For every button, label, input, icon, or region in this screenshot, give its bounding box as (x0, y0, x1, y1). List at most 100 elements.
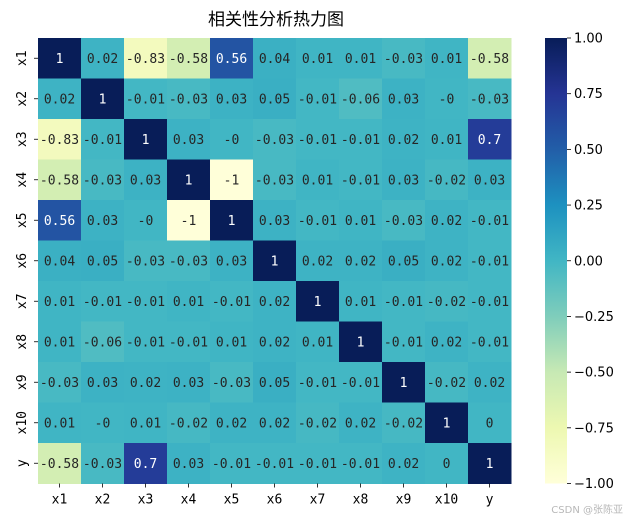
cell-value-label: 0.02 (345, 254, 376, 269)
cell-value-label: -0.01 (212, 457, 251, 472)
y-tick-label: x10 (15, 411, 30, 434)
heatmap-cell (167, 78, 211, 120)
y-tick-label: y (15, 459, 30, 467)
cell-value-label: 0.03 (173, 376, 204, 391)
cell-value-label: 0.04 (259, 52, 290, 67)
heatmap-cell (167, 38, 211, 79)
cell-value-label: -0.58 (470, 52, 509, 67)
cell-value-label: 1 (400, 376, 408, 391)
heatmap-cell (167, 402, 211, 444)
heatmap-cell (124, 281, 168, 322)
heatmap-cell (382, 443, 426, 484)
cell-value-label: -0.83 (40, 133, 79, 148)
heatmap-cell (124, 38, 168, 79)
x-tick-label: x6 (267, 493, 283, 508)
heatmap-cell (253, 240, 297, 282)
cell-value-label: 0.03 (216, 92, 247, 107)
cell-value-label: 0.7 (478, 133, 501, 148)
heatmap-cell (210, 402, 254, 444)
cell-value-label: 0.03 (130, 173, 161, 188)
colorbar-tick-label: 0.25 (574, 199, 603, 214)
heatmap-cell (425, 119, 469, 160)
cell-value-label: -0.01 (126, 295, 165, 310)
cell-value-label: 1 (99, 92, 107, 107)
heatmap-cell (296, 38, 340, 79)
heatmap-cell (210, 38, 254, 79)
cell-value-label: -0.01 (341, 457, 380, 472)
heatmap-cell (468, 38, 512, 79)
chart-title: 相关性分析热力图 (208, 10, 344, 30)
heatmap-cell (425, 443, 469, 484)
heatmap-cell (38, 281, 82, 322)
cell-value-label: -0.01 (341, 133, 380, 148)
heatmap-cell (425, 362, 469, 403)
cell-value-label: -0.02 (384, 416, 423, 431)
cell-value-label: 0.03 (87, 214, 118, 229)
cell-value-label: -0.01 (298, 214, 337, 229)
heatmap-cell (382, 240, 426, 282)
heatmap-cell (167, 321, 211, 363)
cell-value-label: -0.03 (470, 92, 509, 107)
heatmap-cell (210, 200, 254, 241)
cell-value-label: -0.01 (169, 335, 208, 350)
cell-value-label: -0.03 (384, 214, 423, 229)
heatmap-cell (425, 38, 469, 79)
cell-value-label: 0.01 (345, 52, 376, 67)
heatmap-cell (124, 200, 168, 241)
cell-value-label: 0.01 (216, 335, 247, 350)
y-tick-label: x4 (15, 172, 30, 188)
cell-value-label: 0.02 (259, 335, 290, 350)
x-tick-label: x9 (396, 493, 412, 508)
cell-value-label: 0.03 (216, 254, 247, 269)
cell-value-label: -0.01 (470, 295, 509, 310)
cell-value-label: 0.02 (388, 457, 419, 472)
cell-value-label: -0.01 (83, 295, 122, 310)
cell-value-label: -0.01 (255, 457, 294, 472)
cell-value-label: 0.01 (130, 416, 161, 431)
heatmap-cell (296, 321, 340, 363)
cell-value-label: 0.02 (87, 52, 118, 67)
watermark: CSDN @张陈亚 (551, 505, 623, 516)
heatmap-cell (296, 443, 340, 484)
cell-value-label: -0.03 (126, 254, 165, 269)
heatmap-cell (253, 321, 297, 363)
heatmap-cell (253, 159, 297, 201)
cell-value-label: -0.58 (40, 457, 79, 472)
colorbar-tick-label: 0.75 (574, 87, 603, 102)
cell-value-label: 0.03 (173, 133, 204, 148)
colorbar-tick-label: 0.00 (574, 254, 603, 269)
cell-value-label: 0.03 (388, 173, 419, 188)
cell-value-label: -0.03 (255, 133, 294, 148)
heatmap-cell (425, 159, 469, 201)
cell-value-label: -0.01 (298, 376, 337, 391)
y-tick-label: x2 (15, 91, 30, 107)
heatmap-cell (339, 321, 383, 363)
heatmap-cell (81, 321, 125, 363)
heatmap-cell (210, 78, 254, 120)
y-tick-label: x9 (15, 374, 30, 390)
colorbar-tick-label: −0.50 (574, 366, 614, 381)
cell-value-label: 0.01 (302, 335, 333, 350)
heatmap-cell (253, 362, 297, 403)
heatmap-cell (468, 321, 512, 363)
y-tick-label: x5 (15, 212, 30, 228)
heatmap-cell (253, 38, 297, 79)
cell-value-label: 0 (486, 416, 494, 431)
cell-value-label: -0.01 (83, 133, 122, 148)
heatmap-cell (167, 281, 211, 322)
heatmap-cell (124, 119, 168, 160)
heatmap-cell (468, 200, 512, 241)
cell-value-label: 0.56 (44, 214, 75, 229)
cell-value-label: 1 (357, 335, 365, 350)
cell-value-label: 0.04 (44, 254, 75, 269)
cell-value-label: 0.02 (259, 416, 290, 431)
heatmap-cell (167, 159, 211, 201)
heatmap-cell (425, 321, 469, 363)
heatmap-grid: 1 0.02 -0.83 -0.58 0.56 0.04 0.01 0.01 -0.03 0.01… (38, 38, 512, 484)
cell-value-label: 0.01 (173, 295, 204, 310)
heatmap-cell (210, 240, 254, 282)
cell-value-label: -0.03 (40, 376, 79, 391)
heatmap-cell (253, 402, 297, 444)
y-tick-label: x1 (15, 50, 30, 66)
cell-value-label: -0.01 (470, 254, 509, 269)
